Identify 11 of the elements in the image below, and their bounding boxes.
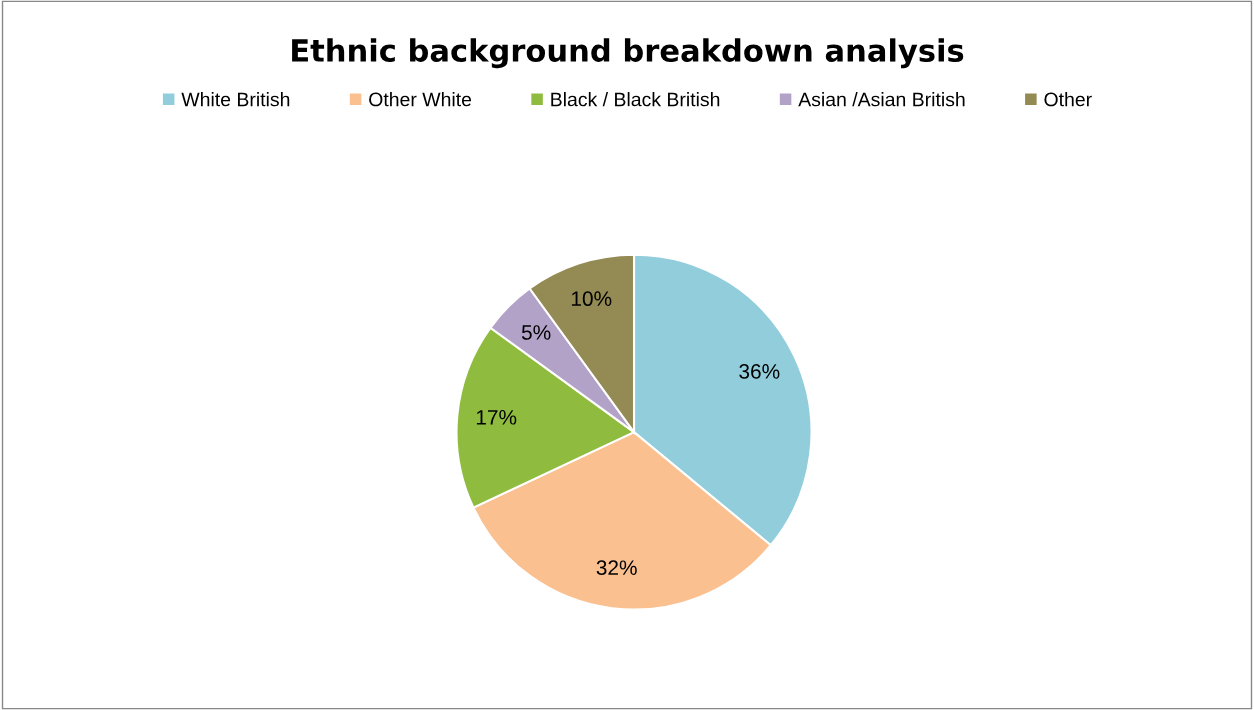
legend-label: Black / Black British [551, 92, 720, 107]
legend-label: White British [181, 92, 290, 107]
legend-label: Other [1044, 92, 1092, 107]
legend-label: Other White [369, 92, 472, 107]
data-label: 5% [521, 325, 551, 340]
legend-label: Asian /Asian British [798, 92, 965, 107]
data-label: 36% [739, 364, 780, 379]
data-label: 32% [596, 560, 637, 576]
chart-title: Ethnic background breakdown analysis [292, 38, 964, 69]
data-label: 17% [476, 410, 517, 425]
data-label: 10% [571, 291, 612, 307]
